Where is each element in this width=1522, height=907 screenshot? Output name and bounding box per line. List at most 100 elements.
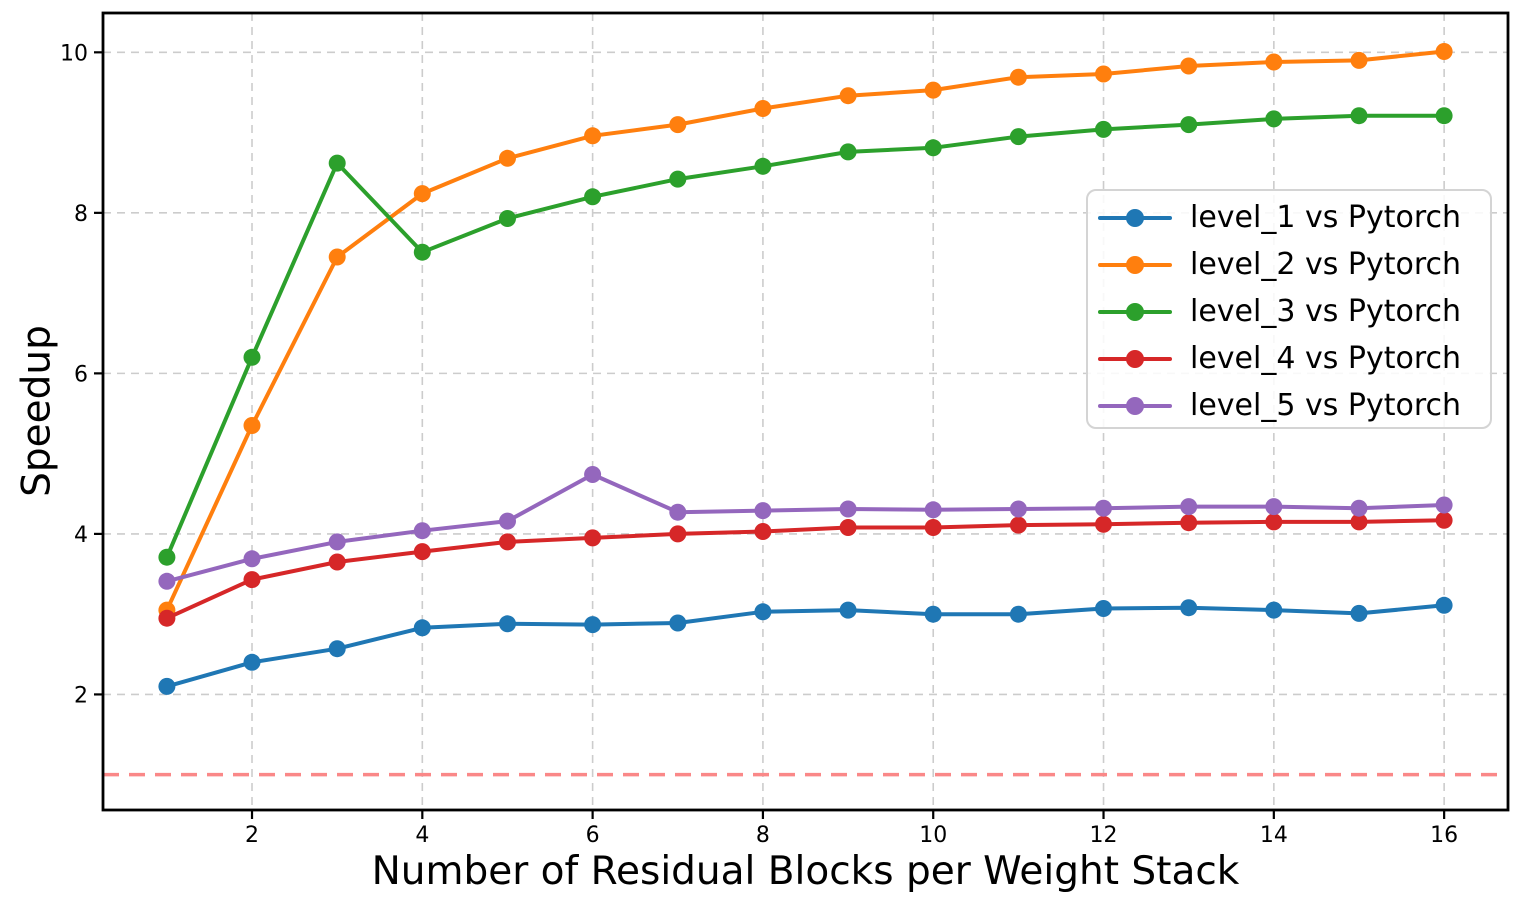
x-tick-label: 14 [1260,823,1288,848]
series-marker-level_2 [413,185,431,203]
series-marker-level_2 [924,81,942,99]
series-marker-level_1 [669,614,687,632]
legend-label: level_3 vs Pytorch [1190,294,1462,329]
y-tick-label: 6 [74,362,88,387]
series-marker-level_3 [158,548,176,566]
series-marker-level_4 [754,523,772,540]
series-marker-level_1 [243,653,261,671]
y-axis-label: Speedup [14,325,60,497]
series-marker-level_4 [1265,513,1283,531]
series-marker-level_2 [1435,43,1453,60]
series-marker-level_1 [1265,601,1283,619]
plot-border [101,11,1510,812]
series-marker-level_3 [839,143,857,161]
series-marker-level_5 [328,533,346,551]
series-marker-level_2 [1095,65,1112,83]
series-marker-level_3 [669,170,687,188]
series-marker-level_2 [669,116,687,134]
series-marker-level_5 [584,466,602,483]
series-marker-level_4 [839,519,857,536]
series-marker-level_4 [499,533,516,551]
x-tick-label: 2 [245,823,259,848]
series-marker-level_3 [754,157,772,175]
legend-label: level_5 vs Pytorch [1190,388,1462,423]
series-marker-level_3 [1095,120,1112,138]
series-marker-level_4 [328,553,346,571]
series-marker-level_4 [1009,516,1027,534]
series-marker-level_4 [924,519,942,536]
series-marker-level_3 [243,348,261,366]
legend-dot [1126,396,1144,415]
series-marker-level_4 [1350,513,1368,531]
series-marker-level_2 [1180,57,1198,75]
legend-dot [1126,255,1144,274]
legend-line-marker-sample [1098,396,1172,416]
series-marker-level_4 [1435,511,1453,529]
series-marker-level_4 [413,543,431,561]
series-marker-level_5 [499,512,516,530]
series-marker-level_5 [839,500,857,518]
y-tick-label: 4 [74,523,88,548]
series-line-level_2 [164,49,1447,613]
series-marker-level_2 [584,127,602,145]
series-marker-level_5 [158,572,176,590]
y-tick-label: 10 [60,41,88,66]
x-tick-label: 12 [1090,823,1118,848]
series-marker-level_1 [328,640,346,658]
series-marker-level_5 [1350,499,1368,517]
series-marker-level_5 [1009,500,1027,518]
legend-dot [1126,349,1144,368]
legend-line-marker-sample [1098,349,1172,369]
series-marker-level_2 [1350,51,1368,69]
series-marker-level_3 [1180,116,1198,134]
y-tick-label: 2 [74,683,88,708]
series-marker-level_3 [1265,110,1283,128]
series-marker-level_3 [924,139,942,157]
series-marker-level_1 [1009,605,1027,623]
series-marker-level_3 [1350,107,1368,125]
legend-line-marker-sample [1098,208,1172,228]
series-marker-level_5 [413,522,431,540]
series-marker-level_3 [499,210,516,227]
series-marker-level_1 [1350,604,1368,622]
series-marker-level_3 [1435,107,1453,125]
x-tick-label: 4 [415,823,429,848]
legend-item-level_2: level_2 vs Pytorch [1098,241,1490,288]
series-marker-level_5 [1095,499,1112,517]
series-marker-level_3 [413,243,431,261]
legend-line-marker-sample [1098,302,1172,322]
series-marker-level_1 [839,601,857,619]
series-line-level_4 [164,518,1447,621]
x-tick-label: 6 [586,823,600,848]
x-axis-label: Number of Residual Blocks per Weight Sta… [371,849,1240,894]
legend-dot [1126,302,1144,321]
series-marker-level_2 [328,248,346,266]
series-marker-level_1 [1180,599,1198,617]
series-marker-level_3 [1009,128,1027,146]
series-marker-level_5 [924,501,942,519]
series-marker-level_2 [1265,53,1283,71]
legend-item-level_3: level_3 vs Pytorch [1098,288,1490,335]
y-tick-label: 8 [74,202,88,227]
series-marker-level_5 [1265,498,1283,516]
x-tick-label: 8 [756,823,770,848]
series-marker-level_5 [669,503,687,521]
series-marker-level_2 [1009,68,1027,86]
x-tick-label: 10 [919,823,947,848]
x-tick-label: 16 [1430,823,1458,848]
series-marker-level_1 [158,677,176,695]
series-marker-level_4 [1095,515,1112,533]
series-marker-level_2 [839,87,857,105]
series-marker-level_4 [584,529,602,547]
series-marker-level_3 [328,154,346,172]
series-marker-level_4 [243,571,261,589]
legend-label: level_4 vs Pytorch [1190,341,1462,376]
series-marker-level_1 [413,619,431,637]
legend-item-level_1: level_1 vs Pytorch [1098,194,1490,241]
legend-label: level_1 vs Pytorch [1190,200,1462,235]
legend-dot [1126,208,1144,227]
legend-label: level_2 vs Pytorch [1190,247,1462,282]
series-marker-level_4 [158,609,176,627]
